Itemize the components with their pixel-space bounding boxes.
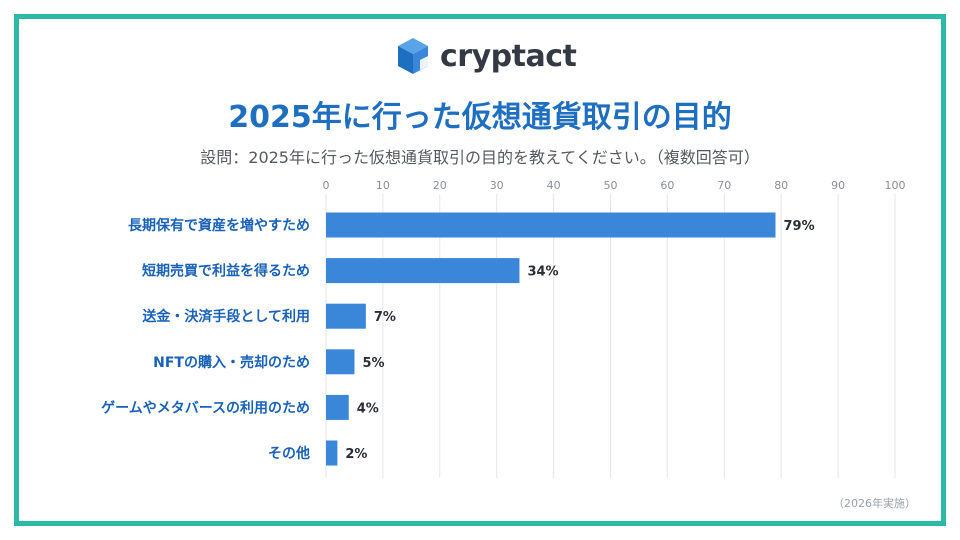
data-label: 7% xyxy=(374,310,396,325)
data-label: 4% xyxy=(357,401,379,416)
x-tick-label: 20 xyxy=(433,179,447,192)
data-label: 5% xyxy=(362,356,384,371)
data-label: 79% xyxy=(784,219,815,234)
x-tick-label: 50 xyxy=(604,179,618,192)
bar xyxy=(326,212,776,238)
category-label: NFTの購入・売却のため xyxy=(153,354,310,371)
logo-text: cryptact xyxy=(440,38,577,74)
bar xyxy=(326,349,355,375)
chart-title: 2025年に行った仮想通貨取引の目的 xyxy=(228,100,732,135)
x-tick-label: 10 xyxy=(376,179,390,192)
x-tick-label: 90 xyxy=(831,179,845,192)
bar xyxy=(326,303,366,329)
x-tick-label: 60 xyxy=(660,179,674,192)
chart-subtitle: 設問：2025年に行った仮想通貨取引の目的を教えてください。（複数回答可） xyxy=(200,148,760,167)
x-tick-label: 100 xyxy=(885,179,906,192)
x-tick-label: 0 xyxy=(323,179,330,192)
category-label: その他 xyxy=(268,445,310,462)
category-label: 送金・決済手段として利用 xyxy=(141,308,310,325)
bar xyxy=(326,258,520,284)
cryptact-logo: cryptact xyxy=(396,36,577,76)
cube-logo-icon xyxy=(398,38,428,74)
category-label: 短期売買で利益を得るため xyxy=(142,263,310,280)
data-label: 2% xyxy=(345,447,367,462)
category-label: 長期保有で資産を増やすため xyxy=(128,217,310,234)
survey-footnote: （2026年実施） xyxy=(833,497,916,510)
category-label: ゲームやメタバースの利用のため xyxy=(101,399,310,416)
x-tick-label: 80 xyxy=(774,179,788,192)
x-tick-label: 70 xyxy=(717,179,731,192)
x-tick-label: 40 xyxy=(547,179,561,192)
bar xyxy=(326,440,338,466)
x-tick-label: 30 xyxy=(490,179,504,192)
data-label: 34% xyxy=(527,265,558,280)
bar xyxy=(326,394,349,420)
